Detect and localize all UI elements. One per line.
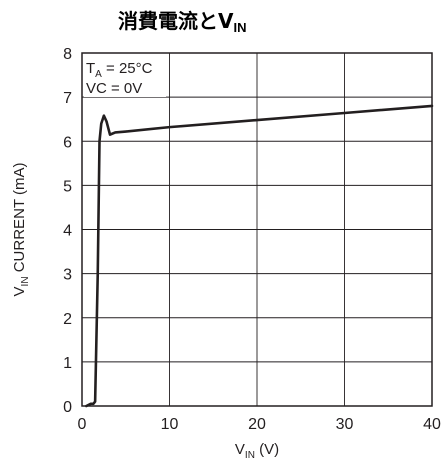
- y-tick-label: 5: [63, 178, 72, 195]
- y-tick-label: 6: [63, 134, 72, 151]
- legend-annotation-box: TA = 25°C VC = 0V: [84, 55, 166, 97]
- annotation-temperature: TA = 25°C: [86, 60, 153, 80]
- x-tick-label: 10: [161, 416, 179, 433]
- chart-title-main: 消費電流とV: [118, 9, 234, 33]
- y-tick-label: 0: [63, 399, 72, 416]
- grid-lines: [82, 53, 432, 406]
- y-tick-label: 4: [63, 223, 72, 240]
- axis-ticks: 0 10 20 30 40 0 1 2 3 4 5 6 7 8: [63, 46, 441, 433]
- series-line-vin-current: [85, 104, 434, 408]
- x-tick-label: 20: [248, 416, 266, 433]
- chart-title-subscript: IN: [233, 20, 246, 35]
- y-tick-label: 8: [63, 46, 72, 63]
- chart-title: 消費電流とVIN: [118, 9, 246, 35]
- x-axis-label: VIN (V): [235, 441, 279, 461]
- y-tick-label: 1: [63, 355, 72, 372]
- annotation-vc: VC = 0V: [86, 80, 142, 97]
- x-tick-label: 30: [336, 416, 354, 433]
- x-tick-label: 40: [423, 416, 441, 433]
- x-tick-label: 0: [78, 416, 87, 433]
- y-tick-label: 7: [63, 90, 72, 107]
- y-tick-label: 3: [63, 267, 72, 284]
- y-axis-label: VIN CURRENT (mA): [11, 163, 31, 297]
- plot-frame: [81, 52, 433, 407]
- y-tick-label: 2: [63, 311, 72, 328]
